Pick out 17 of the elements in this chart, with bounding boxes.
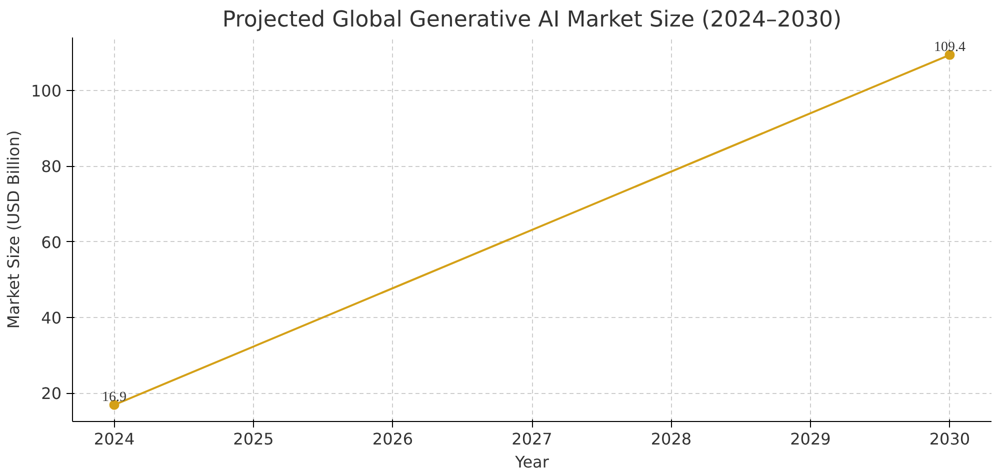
data-label: 16.9 [102,390,127,405]
x-tick-label: 2026 [372,430,414,448]
y-tick-label: 20 [41,384,62,404]
x-tick-label: 2030 [929,430,970,448]
chart-title: Projected Global Generative AI Market Size (2024–2030) [222,8,842,32]
y-axis-title: Market Size (USD Billion) [4,130,23,329]
x-tick-label: 2027 [512,430,552,448]
y-tick-label: 80 [41,157,62,176]
x-tick-label: 2024 [94,430,135,448]
data-label: 109.4 [934,40,966,55]
y-tick-label: 100 [30,81,62,100]
y-tick-label: 60 [41,232,62,252]
y-tick-label: 40 [41,308,62,328]
x-tick-label: 2029 [790,430,831,448]
x-axis-title: Year [514,452,550,472]
x-tick-label: 2025 [233,430,274,448]
x-tick-label: 2028 [650,430,692,448]
